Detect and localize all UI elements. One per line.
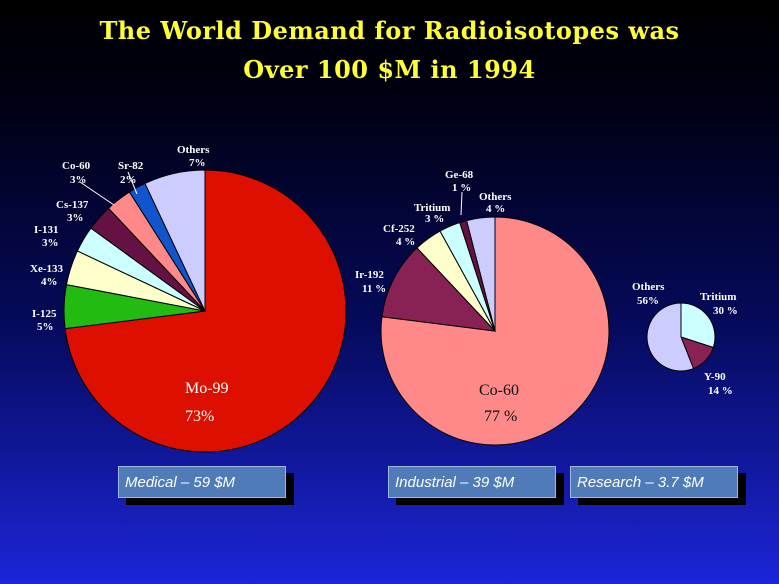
label-res-others-pct: 56% [637,295,659,307]
medical-total-box: Medical – 59 $M [118,466,286,498]
label-cf252-pct: 4 % [396,236,415,248]
label-res-tritium-pct: 30 % [713,305,738,317]
label-ind-tritium-pct: 3 % [425,213,444,225]
label-cs137-name: Cs-137 [56,199,89,211]
label-ir192-name: Ir-192 [355,269,384,281]
chart-title-line-1: The World Demand for Radioisotopes was [99,16,680,45]
label-ind-others-name: Others [479,191,512,203]
chart-title-line-2: Over 100 $M in 1994 [243,55,536,84]
label-medical-others-name: Others [177,144,210,156]
label-i125-pct: 5% [37,321,54,333]
label-cs137-pct: 3% [67,212,84,224]
label-mo99-pct: 73% [185,408,214,425]
label-ind-co60-pct: 77 % [484,408,517,425]
leader-line-co60 [79,181,115,206]
label-y90-pct: 14 % [708,385,733,397]
label-ge68-pct: 1 % [452,182,471,194]
label-sr82-pct: 2% [120,174,137,186]
pie-slice-medical-others [144,169,206,312]
label-y90-name: Y-90 [704,371,726,383]
label-ind-others-pct: 4 % [486,203,505,215]
label-i131-name: I-131 [34,224,58,236]
leader-line-sr82 [127,171,138,195]
label-res-others-name: Others [632,281,665,293]
label-mo99-name: Mo-99 [185,380,229,397]
label-ind-co60-name: Co-60 [479,382,519,399]
label-ir192-pct: 11 % [362,283,386,295]
label-sr82-name: Sr-82 [118,160,144,172]
label-xe133-name: Xe-133 [30,263,63,275]
industrial-total-box: Industrial – 39 $M [388,466,556,498]
label-res-tritium-name: Tritium [700,291,736,303]
label-co60-name: Co-60 [62,160,91,172]
label-co60-pct: 3% [70,174,87,186]
pie-slice-research-others [646,302,695,372]
label-ind-tritium-name: Tritium [414,202,450,214]
pie-slice-industrial-ir192 [381,247,497,332]
label-i131-pct: 3% [42,237,59,249]
label-cf252-name: Cf-252 [383,223,415,235]
pie-slice-medical-mo99 [64,169,347,453]
research-total-box: Research – 3.7 $M [570,466,738,498]
label-ge68-name: Ge-68 [445,169,474,181]
pie-medical [63,169,347,453]
label-medical-others-pct: 7% [189,157,206,169]
label-xe133-pct: 4% [41,276,58,288]
pie-research [646,302,716,372]
pie-slice-industrial-others [466,216,496,332]
leader-line-ge68 [460,191,463,216]
pie-slice-research-tritium [680,302,716,349]
label-i125-name: I-125 [32,308,57,320]
pie-industrial [380,216,610,446]
